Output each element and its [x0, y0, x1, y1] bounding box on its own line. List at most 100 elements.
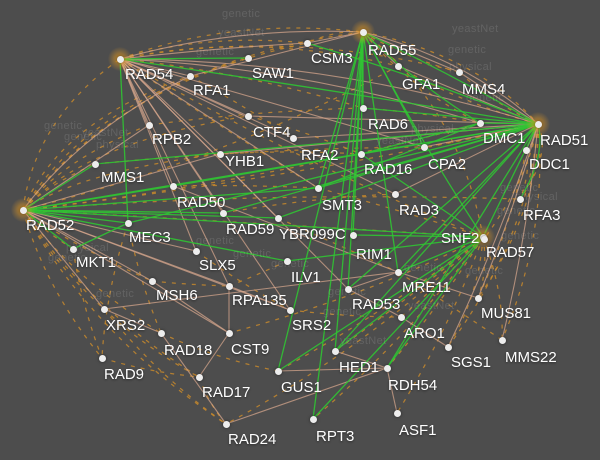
gene-node-MEC3[interactable]: [124, 219, 132, 227]
gene-node-YBR099C[interactable]: [274, 214, 282, 222]
gene-node-RAD3[interactable]: [391, 190, 399, 198]
gene-node-label-CPA2: CPA2: [428, 156, 467, 173]
gene-node-GUS1[interactable]: [274, 367, 282, 375]
network-edge-RAD52-RFA1: [22, 75, 191, 211]
network-edge-RAD51-YBR099C: [277, 123, 539, 219]
gene-node-RAD53[interactable]: [344, 285, 352, 293]
network-edge-RAD55-RAD53: [347, 31, 364, 290]
gene-node-label-RAD50: RAD50: [177, 194, 226, 211]
network-edge-SNF2-ILV1: [286, 236, 484, 262]
gene-node-label-HED1: HED1: [339, 359, 380, 376]
gene-node-CTF4[interactable]: [244, 112, 252, 120]
gene-node-label-SMT3: SMT3: [322, 197, 363, 214]
gene-node-RFA2[interactable]: [289, 134, 297, 142]
gene-node-label-RAD6: RAD6: [368, 116, 409, 133]
network-edge-RAD52-SLX5: [22, 209, 197, 252]
gene-node-RAD6[interactable]: [359, 104, 367, 112]
gene-node-ILV1[interactable]: [283, 257, 291, 265]
gene-node-MMS22[interactable]: [498, 336, 506, 344]
network-edge-RAD54-RAD53: [119, 58, 349, 290]
gene-node-RFA3[interactable]: [516, 195, 524, 203]
network-edge-RAD54-RAD55: [119, 30, 364, 60]
gene-node-CST9[interactable]: [225, 329, 233, 337]
gene-node-MMS4[interactable]: [455, 68, 463, 76]
network-edge-MRE11-MMS22: [397, 271, 503, 341]
network-edge-XRS2-RAD18: [103, 308, 162, 334]
network-edge-RAD55-DMC1: [362, 31, 481, 124]
network-edge-RAD51-RAD54: [119, 58, 539, 125]
gene-node-MKT1[interactable]: [69, 245, 77, 253]
gene-node-CPA2[interactable]: [420, 143, 428, 151]
network-edge-RAD54-CSM3: [119, 42, 308, 60]
gene-node-RAD18[interactable]: [157, 329, 165, 337]
gene-node-RAD24[interactable]: [222, 420, 230, 428]
gene-node-MSH6[interactable]: [148, 277, 156, 285]
gene-node-RAD52[interactable]: [19, 206, 27, 214]
gene-node-SGS1[interactable]: [444, 343, 452, 351]
network-edge-RAD54-MEC3: [119, 58, 129, 224]
gene-node-label-SAW1: SAW1: [252, 65, 294, 82]
network-edge-RAD55-RAD16: [360, 31, 364, 155]
network-edge-YHB1-RAD16: [219, 151, 362, 155]
gene-node-SAW1[interactable]: [244, 54, 252, 62]
gene-node-DDC1[interactable]: [522, 146, 530, 154]
gene-node-RPB2[interactable]: [145, 121, 153, 129]
gene-node-RAD57[interactable]: [480, 235, 488, 243]
gene-node-label-CST9: CST9: [231, 341, 270, 358]
gene-node-label-RFA1: RFA1: [193, 82, 231, 99]
network-edge-RAD52-MMS1: [22, 163, 96, 211]
gene-node-MRE11[interactable]: [394, 268, 402, 276]
network-edge-SNF2-RIM1: [352, 234, 484, 238]
gene-node-label-RAD16: RAD16: [364, 161, 413, 178]
gene-node-RPA135[interactable]: [225, 282, 233, 290]
gene-node-RPT3[interactable]: [309, 415, 317, 423]
gene-node-label-MEC3: MEC3: [129, 229, 171, 246]
gene-node-XRS2[interactable]: [100, 305, 108, 313]
gene-node-RAD50[interactable]: [169, 182, 177, 190]
gene-node-label-RAD52: RAD52: [26, 217, 75, 234]
network-edge-RAD18-RAD24: [160, 332, 227, 425]
gene-node-RAD51[interactable]: [534, 120, 542, 128]
gene-node-GFA1[interactable]: [394, 62, 402, 70]
network-edge-RAD52-RFA1: [22, 75, 191, 211]
gene-node-SMT3[interactable]: [314, 184, 322, 192]
gene-node-label-RPA135: RPA135: [232, 292, 287, 309]
gene-node-DMC1[interactable]: [476, 119, 484, 127]
gene-node-RAD16[interactable]: [357, 150, 365, 158]
gene-node-RAD55[interactable]: [359, 28, 367, 36]
network-edge-RAD52-YBR099C: [22, 209, 279, 219]
gene-node-ASF1[interactable]: [393, 409, 401, 417]
gene-node-MMS1[interactable]: [91, 160, 99, 168]
network-edge-RAD52-RAD50: [22, 185, 174, 211]
edge-source-watermark: yeastNet: [452, 23, 499, 35]
network-edge-RAD54-DMC1: [119, 58, 481, 124]
gene-node-RDH54[interactable]: [383, 364, 391, 372]
network-edge-RAD51-MMS22: [501, 123, 539, 341]
edge-source-watermark: yeastNet: [340, 335, 387, 347]
gene-node-label-RAD55: RAD55: [368, 42, 417, 59]
gene-node-RAD59[interactable]: [219, 209, 227, 217]
network-edge-RAD55-SNF2: [362, 31, 484, 238]
gene-node-RAD9[interactable]: [98, 354, 106, 362]
gene-node-MUS81[interactable]: [474, 294, 482, 302]
network-edge-SNF2-RAD16: [360, 153, 484, 238]
network-edge-RAD51-MEC3: [127, 123, 539, 224]
gene-node-RAD54[interactable]: [116, 55, 124, 63]
gene-node-SLX5[interactable]: [192, 247, 200, 255]
gene-node-RAD17[interactable]: [195, 373, 203, 381]
network-edge-SNF2-ASF1: [396, 236, 484, 414]
gene-node-CSM3[interactable]: [303, 39, 311, 47]
network-edge-SNF2-MRE11: [397, 236, 484, 273]
gene-node-RFA1[interactable]: [186, 72, 194, 80]
gene-node-label-RAD18: RAD18: [164, 342, 213, 359]
gene-node-SRS2[interactable]: [286, 306, 294, 314]
gene-node-HED1[interactable]: [331, 347, 339, 355]
edge-source-watermark: genetic: [222, 8, 261, 20]
network-edge-SNF2-CST9: [228, 236, 484, 334]
gene-node-RIM1[interactable]: [349, 231, 357, 239]
gene-node-ARO1[interactable]: [397, 313, 405, 321]
network-edge-RAD55-HED1: [334, 31, 364, 352]
edge-source-watermark: genetic: [196, 46, 235, 58]
gene-node-YHB1[interactable]: [216, 150, 224, 158]
